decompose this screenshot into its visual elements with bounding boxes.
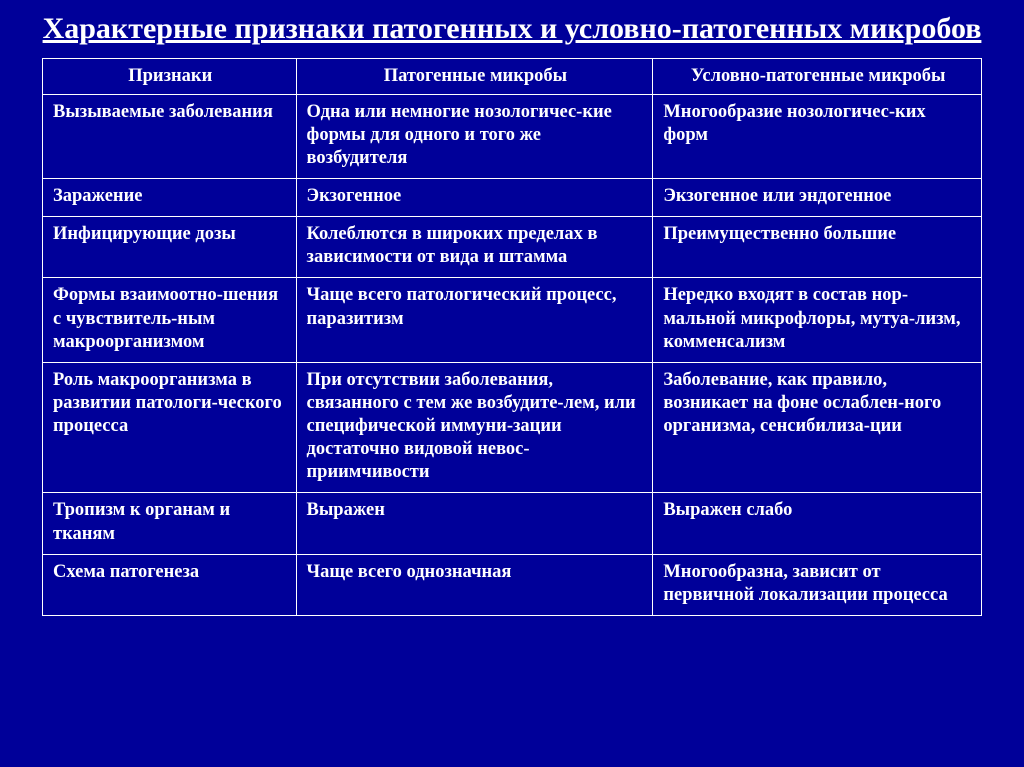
cell-pathogenic: Экзогенное	[296, 179, 653, 217]
table-row: Схема патогенеза Чаще всего однозначная …	[43, 554, 982, 615]
slide-title: Характерные признаки патогенных и условн…	[42, 10, 982, 48]
table-row: Тропизм к органам и тканям Выражен Выраж…	[43, 493, 982, 554]
cell-pathogenic: Выражен	[296, 493, 653, 554]
col-header-features: Признаки	[43, 58, 297, 94]
cell-feature: Формы взаимоотно-шения с чувствитель-ным…	[43, 278, 297, 362]
table-body: Вызываемые заболевания Одна или немногие…	[43, 94, 982, 615]
col-header-opportunistic: Условно-патогенные микробы	[653, 58, 982, 94]
cell-opportunistic: Выражен слабо	[653, 493, 982, 554]
cell-feature: Вызываемые заболевания	[43, 94, 297, 178]
table-row: Роль макроорганизма в развитии патологи-…	[43, 362, 982, 493]
comparison-table: Признаки Патогенные микробы Условно-пато…	[42, 58, 982, 616]
table-header-row: Признаки Патогенные микробы Условно-пато…	[43, 58, 982, 94]
cell-opportunistic: Многообразна, зависит от первичной локал…	[653, 554, 982, 615]
cell-opportunistic: Нередко входят в состав нор-мальной микр…	[653, 278, 982, 362]
table-row: Вызываемые заболевания Одна или немногие…	[43, 94, 982, 178]
cell-pathogenic: Чаще всего патологический процесс, параз…	[296, 278, 653, 362]
cell-feature: Инфицирующие дозы	[43, 217, 297, 278]
cell-feature: Схема патогенеза	[43, 554, 297, 615]
cell-feature: Заражение	[43, 179, 297, 217]
slide: Характерные признаки патогенных и условн…	[0, 0, 1024, 767]
cell-pathogenic: Чаще всего однозначная	[296, 554, 653, 615]
cell-pathogenic: При отсутствии заболевания, связанного с…	[296, 362, 653, 493]
cell-opportunistic: Заболевание, как правило, возникает на ф…	[653, 362, 982, 493]
table-row: Заражение Экзогенное Экзогенное или эндо…	[43, 179, 982, 217]
cell-opportunistic: Многообразие нозологичес-ких форм	[653, 94, 982, 178]
col-header-pathogenic: Патогенные микробы	[296, 58, 653, 94]
cell-pathogenic: Колеблются в широких пределах в зависимо…	[296, 217, 653, 278]
table-row: Инфицирующие дозы Колеблются в широких п…	[43, 217, 982, 278]
cell-feature: Роль макроорганизма в развитии патологи-…	[43, 362, 297, 493]
cell-pathogenic: Одна или немногие нозологичес-кие формы …	[296, 94, 653, 178]
cell-opportunistic: Экзогенное или эндогенное	[653, 179, 982, 217]
table-row: Формы взаимоотно-шения с чувствитель-ным…	[43, 278, 982, 362]
cell-opportunistic: Преимущественно большие	[653, 217, 982, 278]
cell-feature: Тропизм к органам и тканям	[43, 493, 297, 554]
